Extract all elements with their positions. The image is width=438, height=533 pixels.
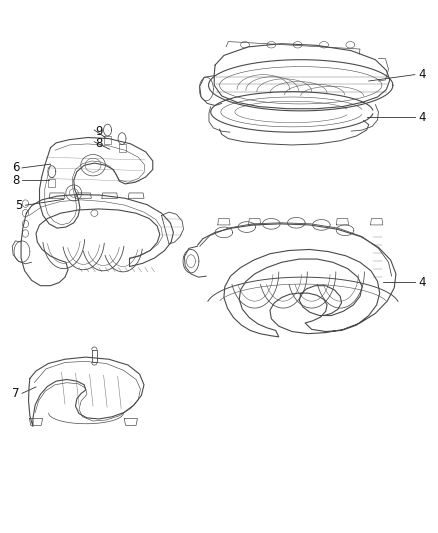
- Text: 4: 4: [417, 111, 424, 124]
- Text: 7: 7: [12, 387, 20, 400]
- Text: 4: 4: [417, 68, 424, 81]
- Text: 5: 5: [15, 199, 23, 212]
- Text: 6: 6: [12, 161, 20, 174]
- Text: 9: 9: [95, 125, 103, 138]
- Text: 8: 8: [95, 138, 103, 150]
- Text: 8: 8: [12, 174, 20, 187]
- Text: 4: 4: [417, 276, 424, 289]
